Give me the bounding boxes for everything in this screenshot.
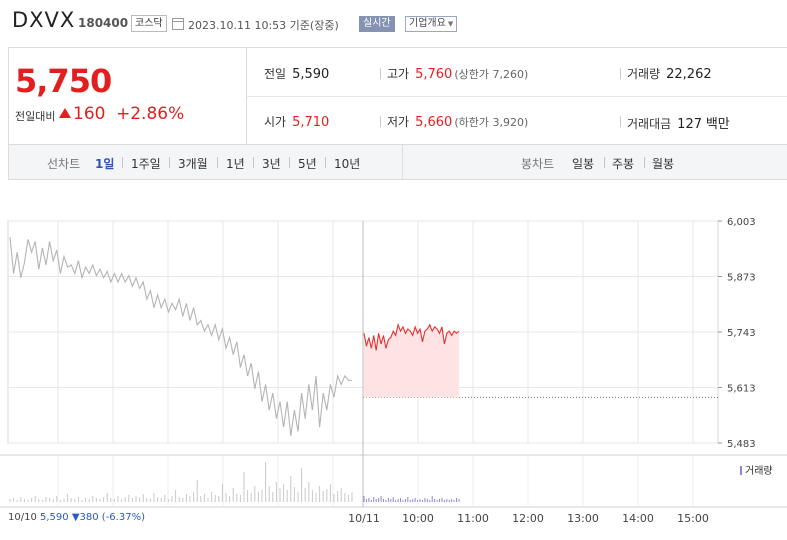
high-value: 5,760	[415, 67, 453, 82]
dropdown-arrow-icon: ▼	[447, 20, 454, 28]
tab-3m[interactable]: 3개월	[178, 157, 208, 171]
tab-weekly[interactable]: 주봉	[612, 157, 635, 171]
tab-separator	[253, 157, 254, 168]
price-chart: 6,003 5,873 5,743 5,613 5,483 10/11 10:00 11:00…	[0, 217, 787, 525]
tab-separator	[169, 157, 170, 168]
prev-day-date: 10/10	[8, 512, 37, 523]
high-label: 고가	[387, 67, 410, 81]
tab-1d[interactable]: 1일	[95, 157, 115, 171]
stock-header: DXVX 180400 코스닥 2023.10.11 10:53 기준(장중) …	[0, 0, 787, 40]
company-info-button[interactable]: 기업개요 ▼	[405, 16, 458, 32]
tab-10y[interactable]: 10년	[334, 157, 361, 171]
tab-separator	[604, 157, 605, 168]
prev-close-value: 5,590	[292, 67, 330, 82]
tab-separator	[325, 157, 326, 168]
high-cell: 고가 5,760 (상한가 7,260)	[387, 65, 528, 82]
volume-label: 거래량	[627, 67, 661, 81]
cell-separator	[620, 68, 621, 79]
prev-close-cell: 전일 5,590	[264, 65, 329, 82]
amount-unit: 백만	[705, 117, 730, 132]
tab-separator	[217, 157, 218, 168]
current-price-box: 5,750 전일대비 160 +2.86%	[9, 48, 247, 144]
tab-5y[interactable]: 5년	[298, 157, 317, 171]
open-cell: 시가 5,710	[264, 113, 329, 130]
volume-legend-swatch	[740, 466, 742, 475]
market-badge: 코스닥	[131, 15, 167, 32]
amount-value: 127	[677, 117, 702, 132]
previous-day-line	[9, 237, 352, 436]
tab-1w[interactable]: 1주일	[131, 157, 161, 171]
prev-day-change: ▼380 (-6.37%)	[71, 512, 145, 523]
price-change: 160	[59, 104, 105, 124]
tab-separator	[289, 157, 290, 168]
prev-day-close: 5,590	[40, 512, 69, 523]
line-chart-label: 선차트	[47, 157, 81, 171]
candle-chart-label: 봉차트	[521, 157, 555, 171]
lower-limit: (하한가 3,920)	[454, 116, 529, 129]
x-tick-label: 11:00	[457, 512, 489, 525]
realtime-button[interactable]: 실시간	[359, 16, 395, 32]
company-info-label: 기업개요	[409, 18, 446, 29]
low-value: 5,660	[415, 115, 453, 130]
tab-3y[interactable]: 3년	[262, 157, 281, 171]
prev-day-summary: 10/10 5,590 ▼380 (-6.37%)	[8, 512, 145, 523]
volume-cell: 거래량 22,262	[627, 65, 712, 82]
price-change-percent: +2.86%	[116, 104, 185, 124]
open-label: 시가	[264, 115, 287, 129]
tab-daily[interactable]: 일봉	[572, 157, 595, 171]
prev-diff-label: 전일대비	[15, 110, 56, 123]
x-tick-label: 13:00	[567, 512, 599, 525]
price-change-value: 160	[73, 104, 106, 124]
cell-separator	[380, 68, 381, 79]
current-price: 5,750	[15, 62, 112, 100]
y-tick-label: 5,743	[727, 328, 756, 339]
quote-datetime: 2023.10.11 10:53 기준(장중)	[188, 19, 339, 32]
x-tick-label: 12:00	[512, 512, 544, 525]
tab-separator	[644, 157, 645, 168]
amount-cell: 거래대금 127 백만	[627, 113, 730, 132]
volume-legend: 거래량	[740, 462, 773, 477]
tab-monthly[interactable]: 월봉	[652, 157, 675, 171]
cell-separator	[380, 116, 381, 127]
low-cell: 저가 5,660 (하한가 3,920)	[387, 113, 528, 130]
y-tick-label: 6,003	[727, 217, 756, 228]
cell-separator	[620, 116, 621, 127]
today-price-line	[363, 322, 460, 351]
upper-limit: (상한가 7,260)	[454, 68, 529, 81]
tab-1y[interactable]: 1년	[226, 157, 245, 171]
quote-row-divider	[246, 96, 787, 97]
stock-name: DXVX	[12, 8, 76, 32]
volume-value: 22,262	[666, 67, 712, 82]
y-tick-label: 5,873	[727, 273, 756, 284]
stock-code: 180400	[78, 16, 129, 30]
up-triangle-icon	[59, 108, 71, 118]
calendar-icon	[172, 18, 184, 30]
prev-close-label: 전일	[264, 67, 287, 81]
volume-legend-label: 거래량	[745, 466, 773, 477]
period-tabs: 선차트 1일 1주일 3개월 1년 3년 5년 10년 봉차트 일봉 주봉 월봉	[8, 144, 787, 180]
tab-separator	[122, 157, 123, 168]
y-tick-label: 5,483	[727, 439, 756, 450]
x-tick-label: 10/11	[348, 512, 380, 525]
amount-label: 거래대금	[627, 117, 672, 131]
x-tick-label: 15:00	[677, 512, 709, 525]
open-value: 5,710	[292, 115, 330, 130]
x-tick-label: 14:00	[622, 512, 654, 525]
low-label: 저가	[387, 115, 410, 129]
quote-panel: 5,750 전일대비 160 +2.86% 전일 5,590 고가 5,760 (상한…	[8, 47, 787, 145]
tabs-divider	[402, 145, 403, 179]
y-tick-label: 5,613	[727, 384, 756, 395]
x-tick-label: 10:00	[402, 512, 434, 525]
